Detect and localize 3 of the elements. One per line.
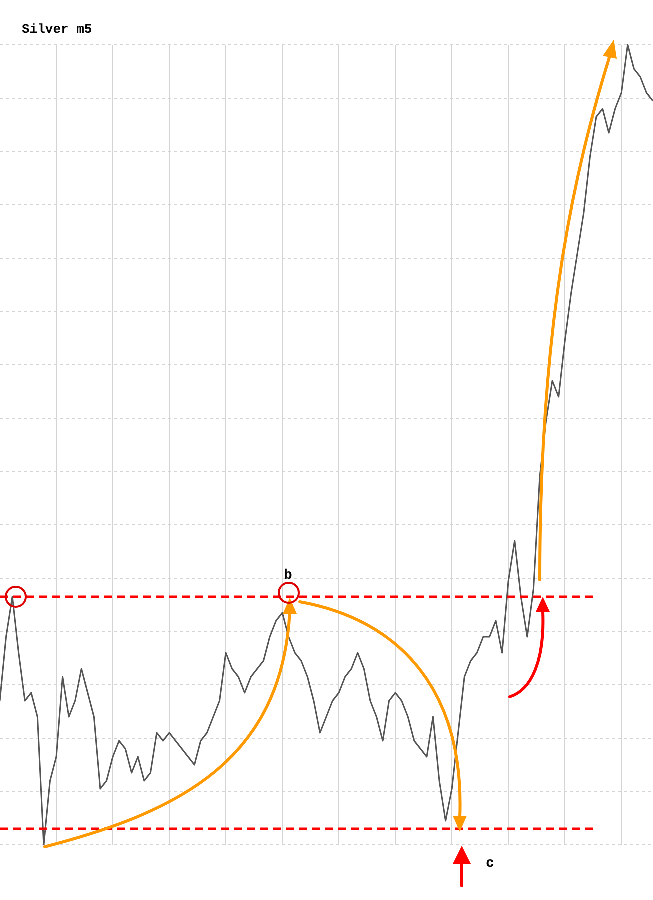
text: c bbox=[486, 856, 494, 872]
chart-title: Silver m5 bbox=[22, 22, 92, 37]
annotation: b bbox=[284, 568, 292, 584]
